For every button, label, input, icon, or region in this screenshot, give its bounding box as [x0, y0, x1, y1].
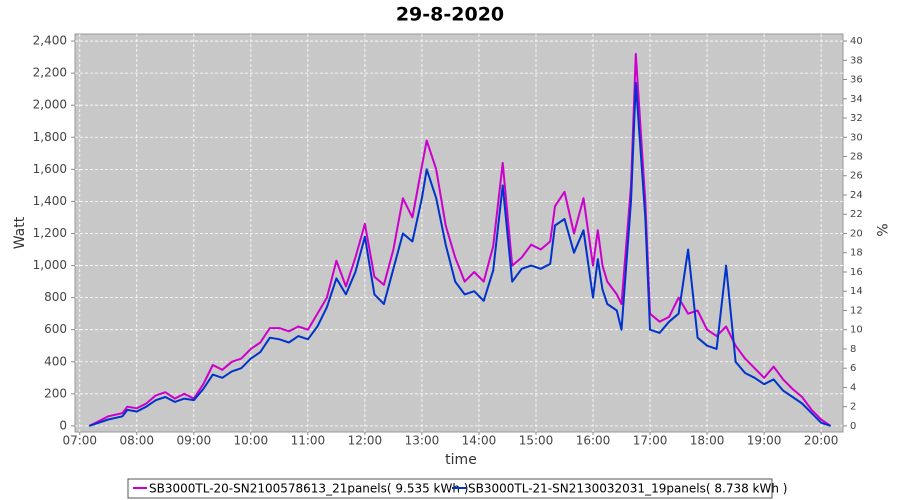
y2-tick-label: 40 — [850, 36, 863, 47]
y-tick-label: 1,000 — [33, 258, 67, 272]
y-tick-label: 1,400 — [33, 194, 67, 208]
x-tick-label: 08:00 — [119, 434, 154, 448]
y-tick-label: 800 — [44, 290, 67, 304]
y2-tick-label: 30 — [850, 132, 863, 143]
y2-tick-label: 4 — [850, 382, 856, 393]
chart-title: 29-8-2020 — [396, 4, 504, 26]
data-line — [88, 52, 832, 427]
legend-label: SB3000TL-20-SN2100578613_21panels( 9.535… — [149, 482, 468, 496]
y2-tick-label: 0 — [850, 421, 856, 432]
plot-area — [74, 33, 844, 433]
y-tick-label: 400 — [44, 354, 67, 368]
y-tick-label: 2,200 — [33, 66, 67, 80]
y-tick-label: 2,400 — [33, 34, 67, 48]
y2-tick-label: 10 — [850, 325, 863, 336]
y-tick-label: 0 — [59, 418, 67, 432]
y2-tick-label: 28 — [850, 151, 863, 162]
y2-tick-label: 24 — [850, 190, 863, 201]
x-tick-label: 11:00 — [291, 434, 326, 448]
y2-tick-label: 36 — [850, 75, 863, 86]
y-axis-label: Watt — [12, 216, 28, 249]
y2-tick-label: 6 — [850, 363, 856, 374]
y2-tick-label: 34 — [850, 94, 863, 105]
y-tick-label: 1,200 — [33, 226, 67, 240]
y-tick-label: 200 — [44, 386, 67, 400]
y2-tick-label: 18 — [850, 248, 863, 259]
x-axis-label: time — [445, 452, 477, 468]
y2-tick-label: 12 — [850, 305, 863, 316]
y2-tick-label: 8 — [850, 344, 856, 355]
x-tick-label: 16:00 — [576, 434, 611, 448]
x-tick-label: 13:00 — [405, 434, 440, 448]
y2-tick-label: 32 — [850, 113, 863, 124]
y2-tick-label: 22 — [850, 209, 863, 220]
y-tick-label: 2,000 — [33, 98, 67, 112]
y2-tick-label: 2 — [850, 402, 856, 413]
x-tick-label: 07:00 — [62, 434, 97, 448]
x-tick-label: 19:00 — [747, 434, 782, 448]
y-tick-label: 1,800 — [33, 130, 67, 144]
x-tick-label: 17:00 — [633, 434, 668, 448]
x-tick-label: 18:00 — [690, 434, 725, 448]
y2-tick-label: 38 — [850, 55, 863, 66]
y2-tick-label: 16 — [850, 267, 863, 278]
x-tick-label: 15:00 — [519, 434, 554, 448]
y-tick-label: 1,600 — [33, 162, 67, 176]
x-tick-label: 09:00 — [177, 434, 212, 448]
y2-tick-label: 26 — [850, 171, 863, 182]
x-tick-label: 20:00 — [804, 434, 839, 448]
legend — [127, 478, 773, 499]
y2-tick-label: 14 — [850, 286, 863, 297]
y2-axis-label: % — [873, 223, 889, 236]
x-tick-label: 14:00 — [462, 434, 497, 448]
data-line — [88, 81, 831, 427]
x-tick-label: 10:00 — [234, 434, 269, 448]
legend-label: SB3000TL-21-SN2130032031_19panels( 8.738… — [468, 482, 787, 496]
y-tick-label: 600 — [44, 322, 67, 336]
y2-tick-label: 20 — [850, 228, 863, 239]
x-tick-label: 12:00 — [348, 434, 383, 448]
